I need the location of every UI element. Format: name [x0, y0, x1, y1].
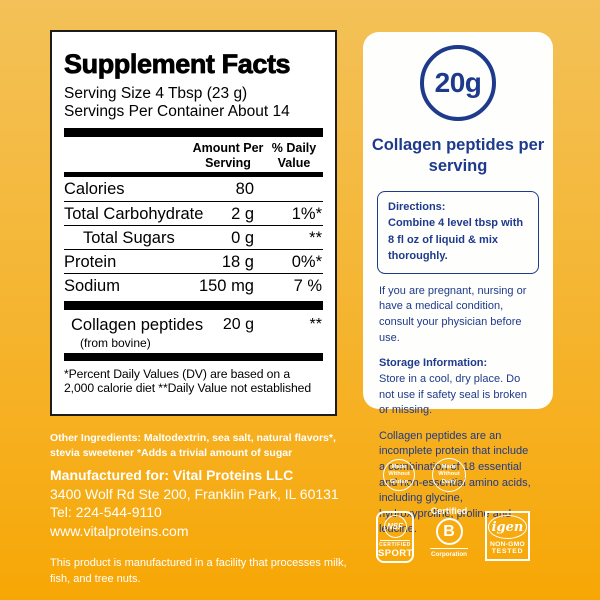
collagen-grams-value: 20g: [434, 67, 482, 98]
facility-allergen-note: This product is manufactured in a facili…: [50, 557, 347, 585]
made-without-dairy-text: Made Without Dairy: [438, 464, 460, 485]
row-dv: 1%*: [291, 205, 322, 224]
row-name: Sodium: [64, 277, 120, 296]
made-without-gluten-text: Made Without Gluten: [388, 464, 410, 485]
bcorp-b-icon: B: [435, 518, 463, 545]
igen-logo-icon: igen: [488, 515, 527, 539]
table-row-protein: Protein 18 g 0%*: [64, 249, 323, 273]
table-row-sodium: Sodium 150 mg 7 %: [64, 273, 323, 297]
daily-value-footnote: *Percent Daily Values (DV) are based on …: [64, 367, 312, 396]
row-amount: 0 g: [231, 229, 254, 248]
other-ingredients: Other Ingredients: Maltodextrin, sea sal…: [50, 432, 336, 459]
igen-non-gmo-text: NON-GMO: [489, 541, 525, 548]
nsf-certified-text: CERTIFIED: [379, 542, 411, 548]
nsf-certified-sport-badge: NSF CERTIFIED SPORT: [376, 511, 414, 563]
row-source: (from bovine): [80, 336, 151, 351]
row-name: Collagen peptides: [71, 316, 204, 335]
supplement-facts-panel: Supplement Facts Serving Size 4 Tbsp (23…: [50, 30, 337, 416]
divider-bar-thick: [64, 301, 323, 311]
manufactured-for: Manufactured for: Vital Proteins LLC: [50, 467, 294, 484]
table-row-carbohydrate: Total Carbohydrate 2 g 1%*: [64, 201, 323, 225]
storage-information: Storage Information: Store in a cool, dr…: [379, 356, 537, 418]
amount-per-serving-header: Amount Per Serving: [192, 141, 264, 171]
supplement-facts-title: Supplement Facts: [64, 49, 291, 79]
row-amount: 150 mg: [198, 277, 254, 296]
made-without-dairy-badge: Made Without Dairy: [432, 458, 466, 492]
row-name: Total Sugars: [83, 229, 175, 248]
igen-tested-text: TESTED: [491, 548, 524, 555]
row-name: Total Carbohydrate: [64, 205, 204, 224]
nsf-sport-text: SPORT: [378, 548, 413, 559]
row-dv: 0%*: [291, 253, 322, 272]
divider-bar-thick: [64, 128, 323, 138]
divider-bar-medium: [64, 172, 323, 178]
bcorp-divider: [430, 548, 468, 549]
row-amount: 20 g: [222, 316, 254, 334]
made-without-gluten-badge: Made Without Gluten: [383, 459, 415, 491]
info-panel: 20g Collagen peptides per serving Direct…: [363, 32, 553, 535]
certified-b-corporation-badge: Certified B Corporation: [427, 506, 471, 558]
directions-box: Directions: Combine 4 level tbsp with 8 …: [377, 190, 539, 274]
table-row-sugars: Total Sugars 0 g **: [64, 225, 323, 249]
nsf-logo-text: NSF: [387, 522, 403, 531]
bcorp-corporation-text: Corporation: [430, 551, 468, 558]
pregnancy-warning: If you are pregnant, nursing or have a m…: [379, 284, 527, 344]
row-amount: 18 g: [221, 253, 254, 272]
igen-non-gmo-badge: igen NON-GMO TESTED: [485, 511, 530, 561]
daily-value-header: % Daily Value: [271, 141, 317, 171]
storage-label: Storage Information:: [379, 357, 488, 370]
row-dv: 7 %: [293, 277, 322, 296]
storage-text: Store in a cool, dry place. Do not use i…: [379, 372, 527, 417]
manufacturer-website: www.vitalproteins.com: [50, 522, 189, 539]
bcorp-b-letter: B: [443, 522, 455, 540]
divider-bar-thick: [64, 353, 323, 362]
row-dv: **: [309, 229, 322, 248]
nsf-logo-icon: NSF: [383, 515, 407, 538]
directions-text: Combine 4 level tbsp with 8 fl oz of liq…: [388, 217, 524, 263]
bcorp-certified-text: Certified: [430, 506, 468, 516]
servings-per-container: Servings Per Container About 14: [64, 102, 290, 120]
row-dv: **: [309, 316, 322, 334]
table-row-collagen-peptides: Collagen peptides (from bovine) 20 g **: [64, 310, 323, 351]
serving-size: Serving Size 4 Tbsp (23 g): [64, 85, 248, 103]
collagen-grams-badge: 20g: [420, 45, 496, 121]
row-name: Protein: [64, 253, 117, 272]
directions-label: Directions:: [388, 200, 446, 213]
table-row-calories: Calories 80: [64, 177, 323, 201]
row-amount: 2 g: [231, 205, 254, 224]
row-amount: 80: [235, 180, 254, 199]
manufacturer-phone: Tel: 224-544-9110: [50, 504, 162, 521]
collagen-per-serving-heading: Collagen peptides per serving: [371, 136, 545, 176]
nsf-divider: [380, 540, 410, 541]
label-footer: Other Ingredients: Maltodextrin, sea sal…: [50, 431, 370, 587]
row-name: Calories: [64, 180, 125, 199]
manufacturer-address: 3400 Wolf Rd Ste 200, Franklin Park, IL …: [50, 485, 339, 502]
table-column-headers: Amount Per Serving % Daily Value: [64, 137, 323, 172]
igen-logo-text: igen: [491, 519, 524, 535]
